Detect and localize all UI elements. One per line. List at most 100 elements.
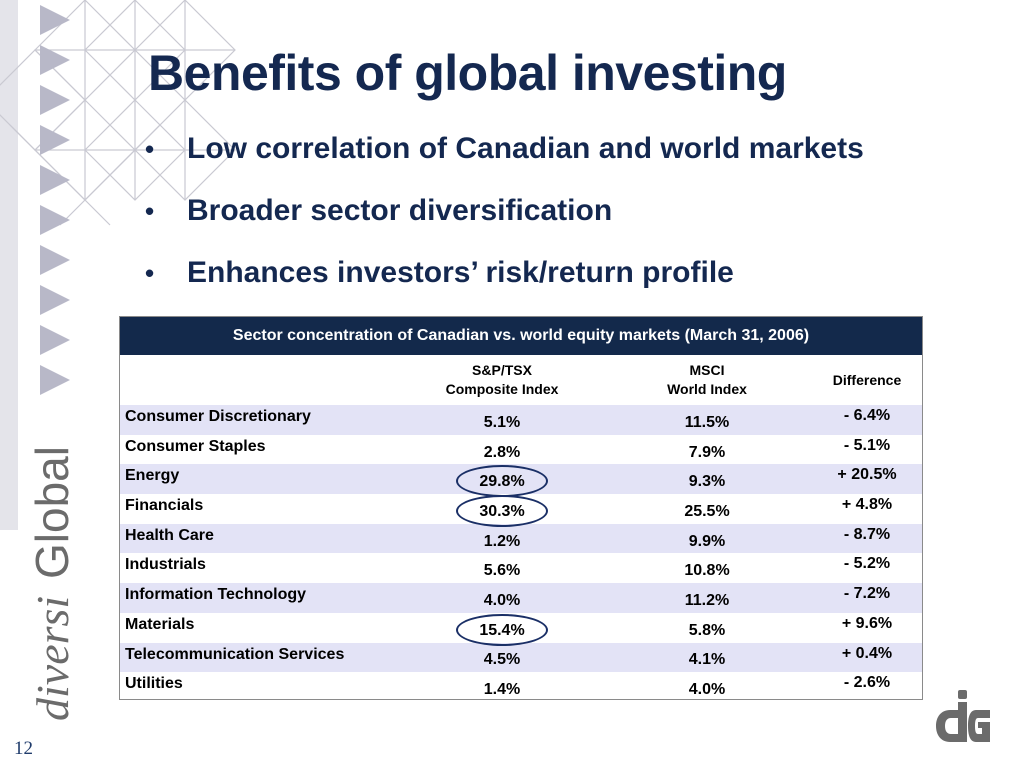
cell-msci-text: 7.9%	[688, 443, 726, 461]
cell-tsx-text: 4.0%	[483, 591, 521, 609]
cell-sector: Materials	[120, 613, 402, 643]
cell-msci: 5.8%	[602, 613, 812, 643]
cell-sector: Consumer Discretionary	[120, 405, 402, 435]
cell-msci: 7.9%	[602, 435, 812, 465]
table-row: Utilities 1.4% 4.0% - 2.6%	[120, 672, 922, 702]
cell-msci: 25.5%	[602, 494, 812, 524]
cell-sector: Financials	[120, 494, 402, 524]
cell-sector: Utilities	[120, 672, 402, 702]
cell-msci: 11.5%	[602, 405, 812, 435]
cell-diff: + 0.4%	[812, 643, 922, 673]
bullet-item: • Enhances investors’ risk/return profile	[145, 242, 864, 304]
cell-tsx-text: 2.8%	[483, 443, 521, 461]
cell-diff-text: - 2.6%	[843, 674, 891, 692]
cell-sector: Telecommunication Services	[120, 643, 402, 673]
cell-diff: + 9.6%	[812, 613, 922, 643]
cell-diff: - 7.2%	[812, 583, 922, 613]
cell-tsx: 15.4%	[402, 613, 602, 646]
gray-triangle-column-decoration	[40, 5, 70, 395]
cell-tsx-text: 5.6%	[483, 562, 521, 580]
cell-sector-text: Financials	[125, 497, 204, 515]
cell-msci: 4.1%	[602, 643, 812, 673]
cell-diff-text: + 0.4%	[841, 644, 893, 662]
cell-diff: + 4.8%	[812, 494, 922, 524]
cell-sector-text: Telecommunication Services	[125, 645, 345, 663]
cell-diff-text: + 20.5%	[837, 466, 897, 484]
dg-logo-icon: dG	[936, 690, 990, 742]
bullet-text: Broader sector diversification	[187, 194, 613, 227]
table-row: Consumer Discretionary 5.1% 11.5% - 6.4%	[120, 405, 922, 435]
cell-msci-text: 9.9%	[688, 532, 726, 550]
cell-sector-text: Energy	[125, 467, 180, 485]
logo-text-regular: Global	[26, 446, 78, 579]
header-difference: Difference	[832, 371, 902, 388]
highlight-oval	[456, 465, 548, 498]
bullet-glyph: •	[145, 195, 155, 226]
cell-sector-text: Information Technology	[125, 586, 307, 604]
table-row: Energy 29.8% 9.3% + 20.5%	[120, 464, 922, 498]
cell-tsx: 4.0%	[402, 583, 602, 613]
cell-tsx: 5.6%	[402, 553, 602, 583]
cell-sector: Industrials	[120, 553, 402, 583]
cell-msci-text: 4.1%	[688, 651, 726, 669]
cell-msci: 4.0%	[602, 672, 812, 702]
table-row: Materials 15.4% 5.8% + 9.6%	[120, 613, 922, 646]
table-row: Information Technology 4.0% 11.2% - 7.2%	[120, 583, 922, 613]
sector-table: Sector concentration of Canadian vs. wor…	[119, 316, 923, 700]
triangle-lattice-decoration	[0, 0, 236, 226]
cell-diff: + 20.5%	[812, 464, 922, 494]
cell-diff-text: - 6.4%	[843, 407, 891, 424]
cell-sector: Energy	[120, 464, 402, 494]
cell-tsx-text: 4.5%	[483, 651, 521, 669]
cell-msci-text: 11.2%	[684, 591, 730, 609]
cell-tsx: 4.5%	[402, 643, 602, 673]
bullet-glyph: •	[145, 133, 155, 164]
cell-diff: - 2.6%	[812, 672, 922, 702]
table-title: Sector concentration of Canadian vs. wor…	[120, 317, 922, 355]
cell-diff-text: - 5.1%	[843, 436, 891, 454]
header-msci-line1: MSCI	[689, 362, 725, 378]
cell-sector-text: Materials	[125, 615, 195, 633]
left-decor-strip	[0, 0, 18, 530]
cell-tsx: 2.8%	[402, 435, 602, 465]
header-msci: MSCI World Index	[602, 355, 812, 405]
cell-diff-text: - 8.7%	[843, 525, 891, 543]
bullet-text: Enhances investors’ risk/return profile	[187, 256, 734, 289]
cell-diff-text: + 4.8%	[841, 496, 893, 514]
cell-sector-text: Utilities	[125, 675, 183, 693]
highlight-oval	[456, 613, 548, 646]
cell-sector-text: Health Care	[125, 526, 214, 544]
cell-tsx: 29.8%	[402, 464, 602, 498]
cell-msci-text: 10.8%	[684, 562, 730, 580]
cell-tsx: 1.2%	[402, 524, 602, 554]
cell-sector: Consumer Staples	[120, 435, 402, 465]
cell-sector: Information Technology	[120, 583, 402, 613]
cell-diff: - 8.7%	[812, 524, 922, 554]
header-tsx-line2: Composite Index	[445, 381, 559, 397]
cell-diff-text: - 7.2%	[843, 585, 891, 603]
logo-text-italic: diversi	[27, 596, 78, 721]
cell-msci-text: 25.5%	[684, 502, 730, 520]
cell-diff: - 5.1%	[812, 435, 922, 465]
highlight-oval	[456, 494, 548, 527]
cell-tsx-text: 5.1%	[483, 413, 521, 431]
cell-msci-text: 11.5%	[684, 413, 730, 431]
cell-diff-text: + 9.6%	[841, 614, 893, 632]
cell-diff: - 5.2%	[812, 553, 922, 583]
header-msci-line2: World Index	[667, 381, 747, 397]
cell-msci-text: 5.8%	[688, 621, 726, 639]
header-sector	[120, 355, 402, 405]
cell-msci: 9.9%	[602, 524, 812, 554]
table-row: Financials 30.3% 25.5% + 4.8%	[120, 494, 922, 527]
table-row: Health Care 1.2% 9.9% - 8.7%	[120, 523, 922, 554]
cell-sector-text: Industrials	[125, 556, 206, 574]
table-row: Consumer Staples 2.8% 7.9% - 5.1%	[120, 435, 922, 465]
slide-title: Benefits of global investing	[148, 45, 787, 101]
cell-msci-text: 4.0%	[688, 681, 726, 699]
header-tsx-line1: S&P/TSX	[472, 362, 532, 378]
bullet-item: • Low correlation of Canadian and world m…	[145, 118, 864, 180]
bullet-item: • Broader sector diversification	[145, 180, 864, 242]
cell-tsx: 5.1%	[402, 405, 602, 435]
cell-diff: - 6.4%	[812, 405, 922, 435]
bullet-list: • Low correlation of Canadian and world m…	[145, 118, 864, 304]
